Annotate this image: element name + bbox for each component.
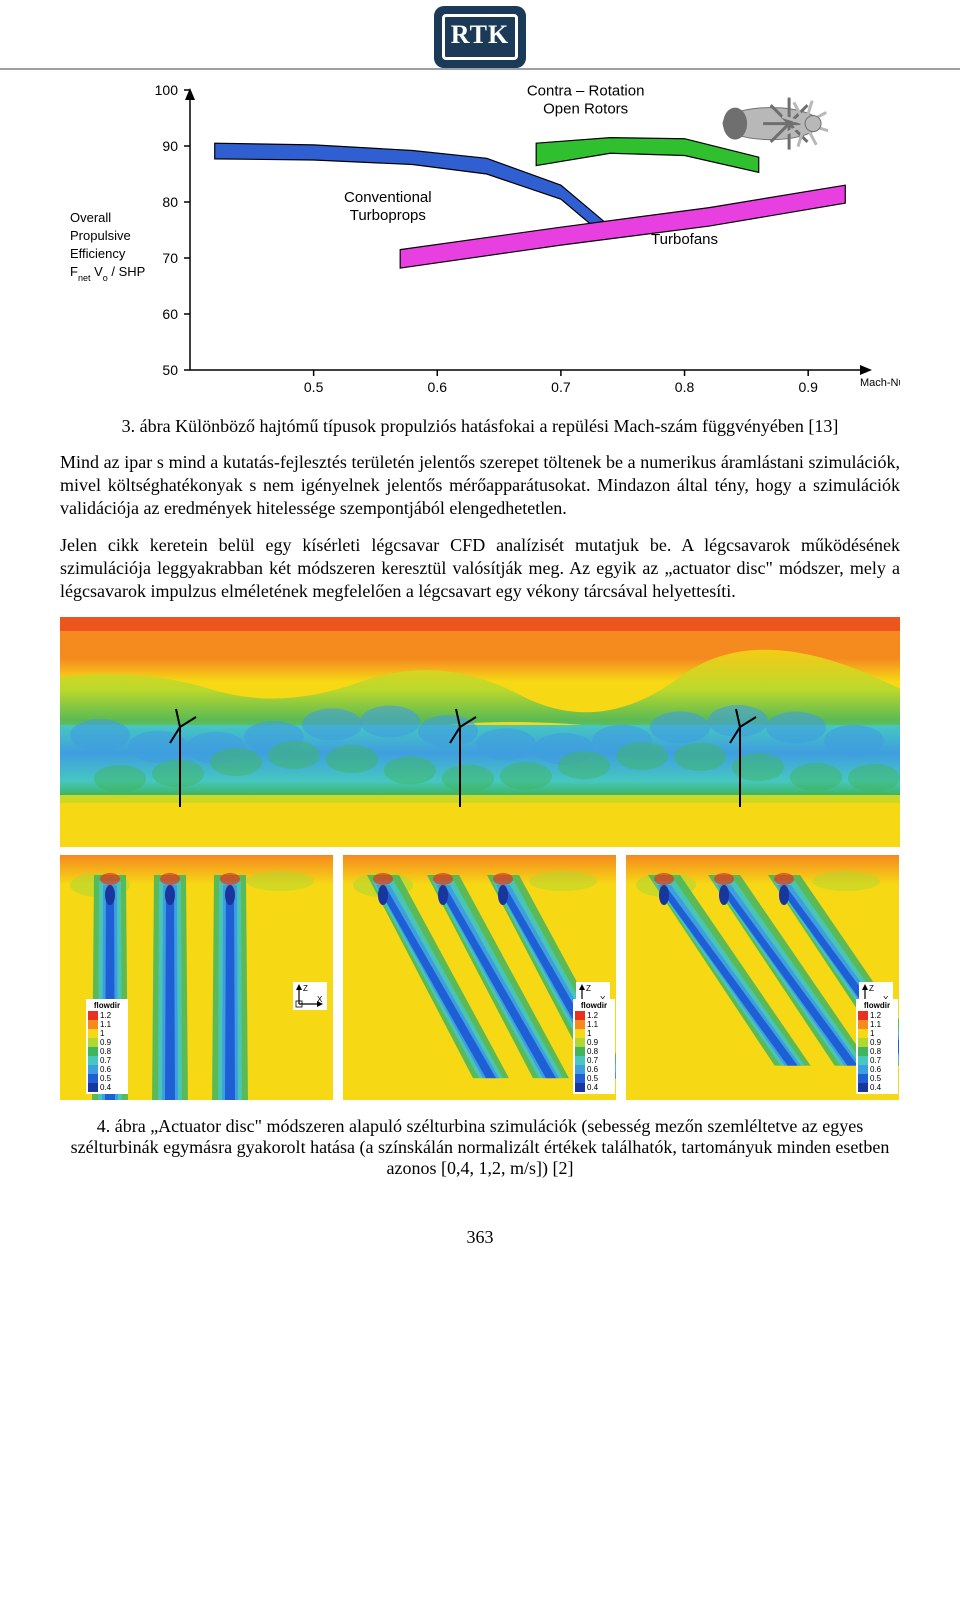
colorbar-level: 0.7: [575, 1056, 613, 1065]
svg-text:100: 100: [155, 82, 179, 98]
colorbar-level: 0.4: [858, 1083, 896, 1092]
colorbar-level: 1.1: [88, 1020, 126, 1029]
colorbar-title: flowdir: [575, 1001, 613, 1010]
svg-text:Z: Z: [303, 984, 308, 993]
paragraph-2: Jelen cikk keretein belül egy kísérleti …: [60, 534, 900, 603]
figure4-caption: 4. ábra „Actuator disc" módszeren alapul…: [60, 1116, 900, 1179]
colorbar-title: flowdir: [858, 1001, 896, 1010]
svg-text:0.9: 0.9: [798, 379, 818, 395]
colorbar-level: 0.6: [858, 1065, 896, 1074]
series-turbofans: [400, 185, 845, 268]
page-header: RTK: [0, 0, 960, 70]
svg-text:Mach-Number: Mach-Number: [860, 377, 900, 389]
svg-text:Z: Z: [586, 984, 591, 993]
cfd-panel-top-angled-1: ZX flowdir1.21.110.90.80.70.60.50.4: [343, 855, 616, 1100]
efficiency-chart: 50 60 70 80 90 100 0.5 0.6 0.7 0.8 0.9 Overall Propu…: [60, 80, 900, 410]
colorbar: flowdir1.21.110.90.80.70.60.50.4: [86, 999, 128, 1094]
svg-text:Z: Z: [869, 984, 874, 993]
colorbar-level: 0.5: [88, 1074, 126, 1083]
svg-text:Contra – Rotation: Contra – Rotation: [527, 83, 645, 100]
svg-text:60: 60: [162, 306, 178, 322]
colorbar-level: 0.7: [858, 1056, 896, 1065]
chart-svg: 50 60 70 80 90 100 0.5 0.6 0.7 0.8 0.9 Overall Propu…: [60, 80, 900, 410]
colorbar-level: 0.9: [858, 1038, 896, 1047]
paragraph-1: Mind az ipar s mind a kutatás-fejlesztés…: [60, 451, 900, 520]
colorbar-level: 0.4: [88, 1083, 126, 1092]
colorbar-level: 1: [575, 1029, 613, 1038]
svg-text:Open Rotors: Open Rotors: [543, 101, 628, 118]
colorbar-level: 1.2: [575, 1011, 613, 1020]
colorbar-level: 0.6: [88, 1065, 126, 1074]
figure3-caption: 3. ábra Különböző hajtómű típusok propul…: [60, 416, 900, 437]
svg-text:0.8: 0.8: [675, 379, 695, 395]
colorbar: flowdir1.21.110.90.80.70.60.50.4: [573, 999, 615, 1094]
colorbar-level: 0.7: [88, 1056, 126, 1065]
colorbar-level: 1: [858, 1029, 896, 1038]
rtk-logo: RTK: [434, 6, 526, 68]
svg-text:Propulsive: Propulsive: [70, 228, 131, 243]
colorbar-level: 0.9: [575, 1038, 613, 1047]
cfd-panel-side-view: [60, 617, 900, 847]
colorbar: flowdir1.21.110.90.80.70.60.50.4: [856, 999, 898, 1094]
colorbar-level: 0.5: [575, 1074, 613, 1083]
svg-text:Fnet Vo / SHP: Fnet Vo / SHP: [70, 264, 145, 283]
svg-text:0.5: 0.5: [304, 379, 324, 395]
page-number: 363: [60, 1227, 900, 1248]
svg-text:0.6: 0.6: [428, 379, 448, 395]
svg-text:Conventional: Conventional: [344, 189, 432, 206]
colorbar-level: 1.2: [858, 1011, 896, 1020]
colorbar-level: 1.1: [858, 1020, 896, 1029]
series-contra_rotation_open_rotors: [536, 138, 759, 173]
svg-text:Efficiency: Efficiency: [70, 246, 126, 261]
colorbar-level: 0.8: [575, 1047, 613, 1056]
svg-text:0.7: 0.7: [551, 379, 571, 395]
svg-text:Overall: Overall: [70, 210, 111, 225]
colorbar-level: 0.6: [575, 1065, 613, 1074]
colorbar-level: 0.8: [88, 1047, 126, 1056]
colorbar-level: 0.4: [575, 1083, 613, 1092]
svg-text:X: X: [317, 995, 323, 1004]
svg-text:80: 80: [162, 194, 178, 210]
colorbar-level: 0.9: [88, 1038, 126, 1047]
cfd-panel-top-parallel: ZX flowdir1.21.110.90.80.70.60.50.4: [60, 855, 333, 1100]
colorbar-level: 1.2: [88, 1011, 126, 1020]
svg-text:Turbofans: Turbofans: [651, 231, 718, 248]
colorbar-level: 0.5: [858, 1074, 896, 1083]
svg-text:70: 70: [162, 250, 178, 266]
svg-text:50: 50: [162, 362, 178, 378]
axis-badge: ZX: [293, 982, 327, 1010]
colorbar-level: 1.1: [575, 1020, 613, 1029]
svg-text:90: 90: [162, 138, 178, 154]
colorbar-level: 1: [88, 1029, 126, 1038]
figure4-group: ZX flowdir1.21.110.90.80.70.60.50.4 ZX f…: [60, 617, 900, 1100]
logo-text: RTK: [434, 20, 526, 50]
colorbar-level: 0.8: [858, 1047, 896, 1056]
svg-text:Turboprops: Turboprops: [350, 207, 426, 224]
cfd-panel-top-angled-2: ZX flowdir1.21.110.90.80.70.60.50.4: [626, 855, 899, 1100]
colorbar-title: flowdir: [88, 1001, 126, 1010]
